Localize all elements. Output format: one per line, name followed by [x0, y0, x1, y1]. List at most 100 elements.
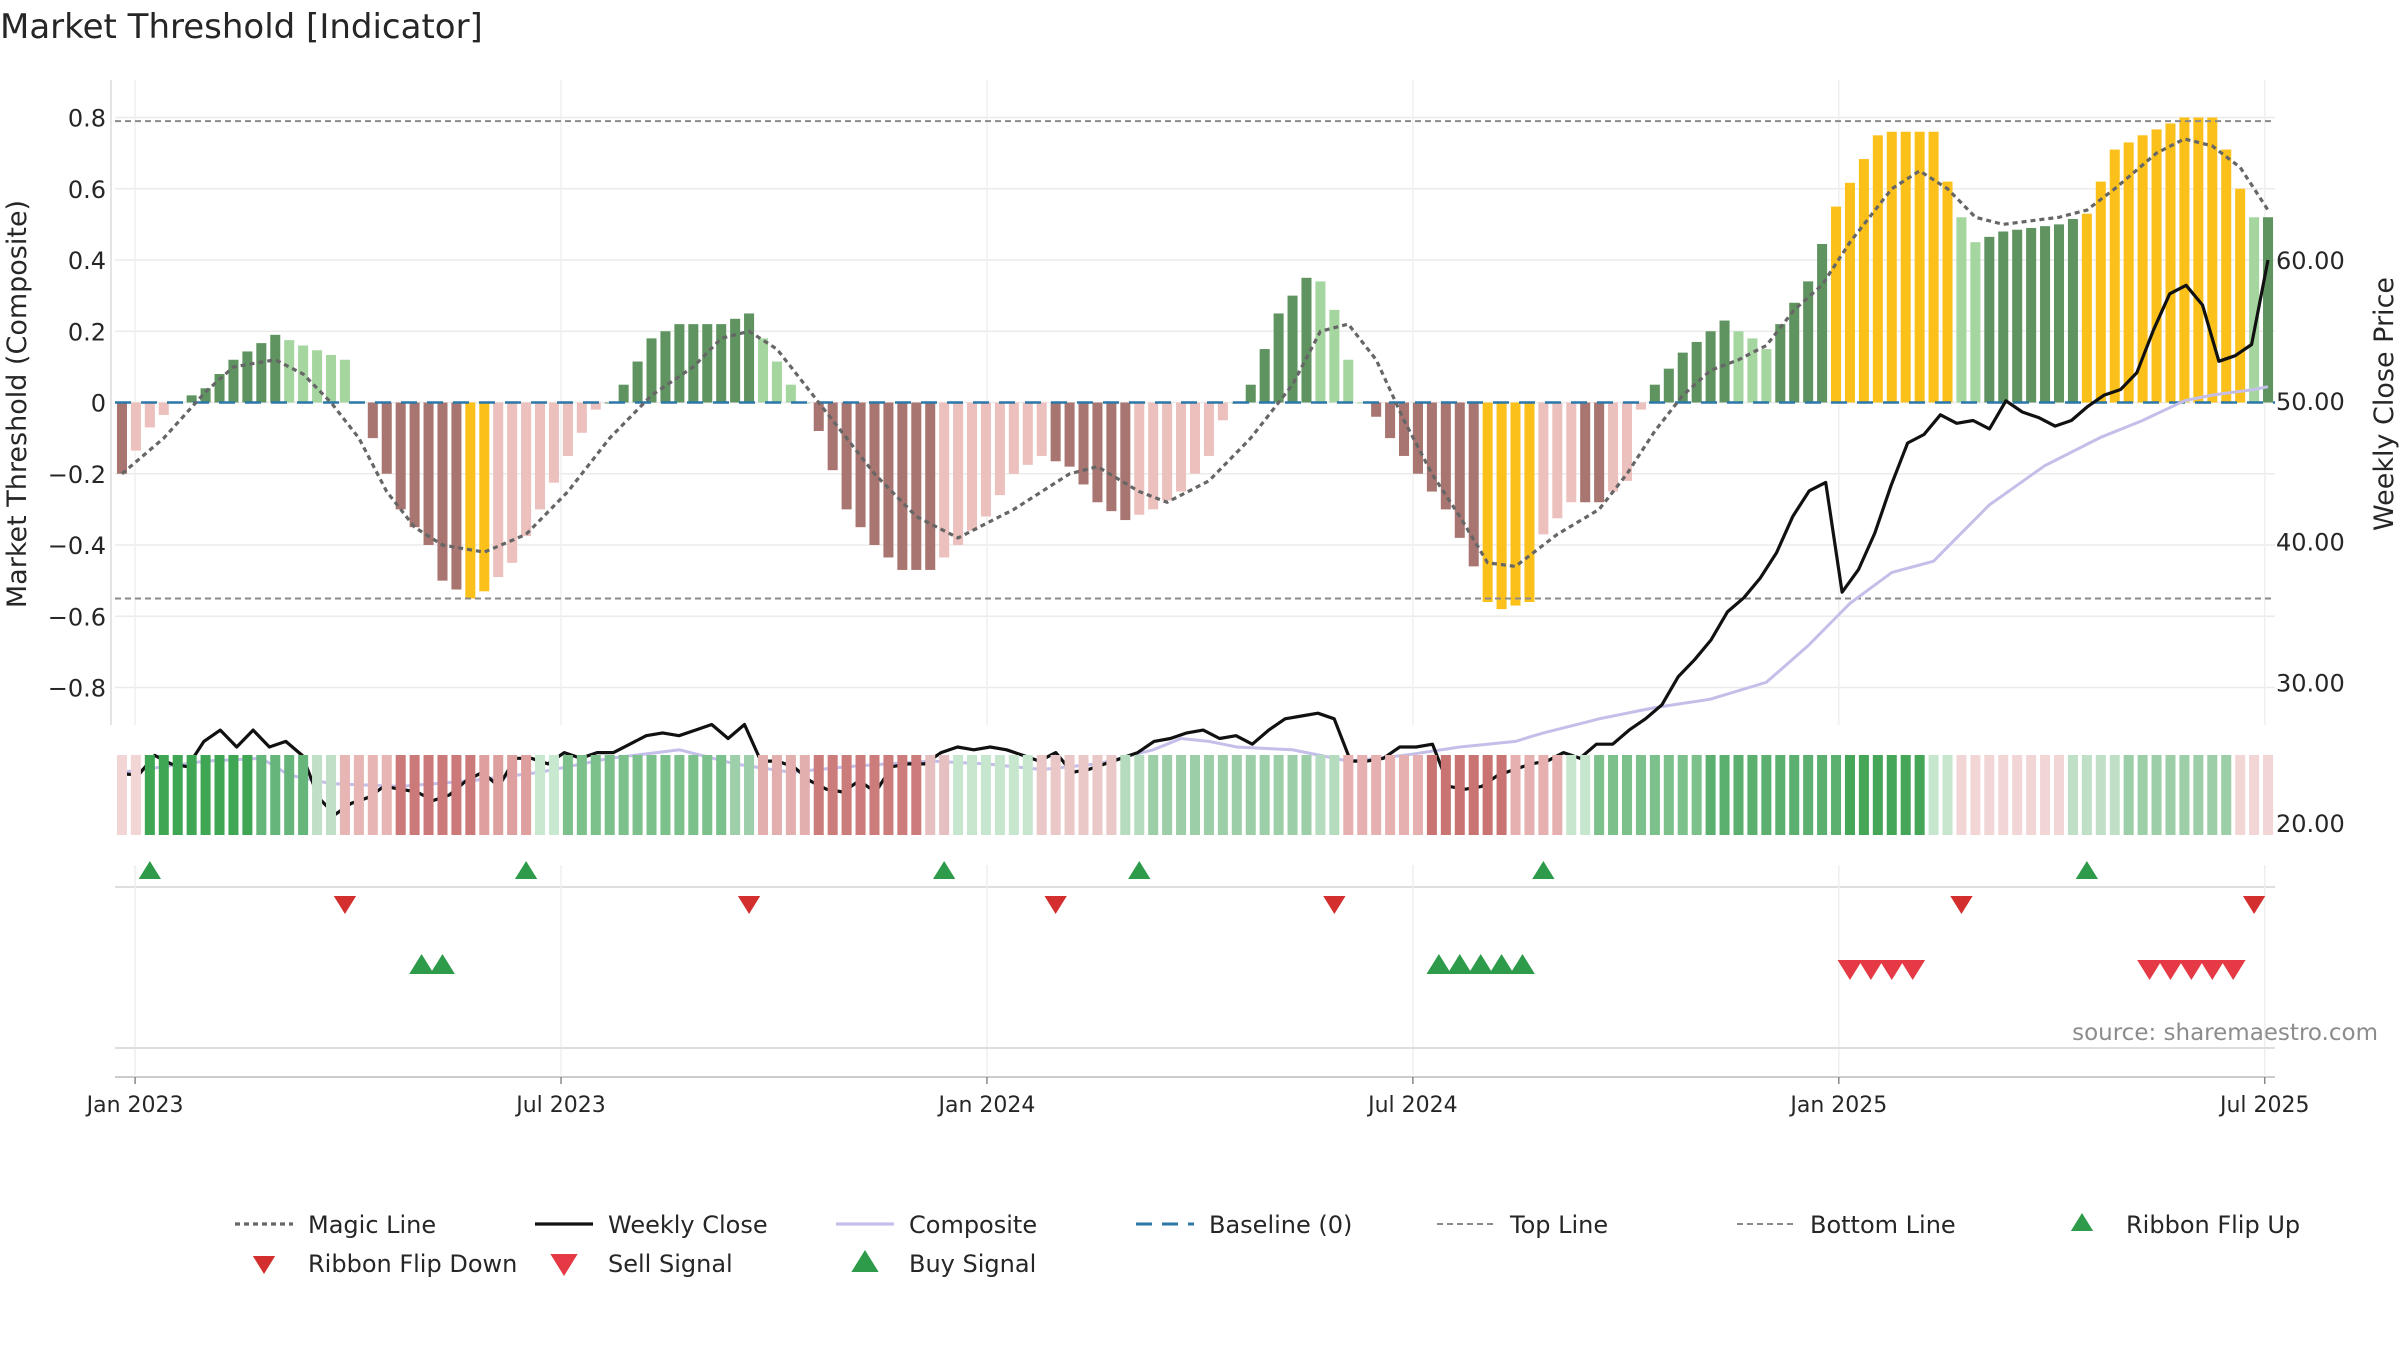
histogram-bar [1468, 402, 1479, 567]
ribbon-cell [1844, 755, 1855, 835]
histogram-bar [2207, 117, 2218, 403]
histogram-bar [2053, 224, 2065, 403]
x-tick-label: Jul 2025 [2218, 1093, 2310, 1118]
legend-item: Weekly Close [535, 1211, 768, 1239]
legend-label: Ribbon Flip Down [308, 1250, 517, 1278]
ribbon-cell [214, 755, 225, 835]
histogram-bar [1217, 402, 1228, 421]
ribbon-cell [660, 755, 671, 835]
histogram-bar [130, 402, 141, 451]
y-right-tick-label: 40.00 [2276, 529, 2345, 557]
histogram-bar [1900, 131, 1911, 403]
y-left-tick-label: 0.2 [68, 318, 106, 346]
ribbon-cell [1259, 755, 1270, 835]
histogram-bar [2221, 149, 2232, 403]
histogram-bar [1120, 402, 1131, 521]
histogram-bar [2151, 129, 2162, 403]
histogram-bar [841, 402, 852, 510]
chart-title: Market Threshold [Indicator] [0, 7, 483, 47]
legend-item: Top Line [1437, 1211, 1608, 1239]
ribbon-cell [674, 755, 685, 835]
ribbon-cell [1050, 755, 1061, 835]
ribbon-cell [1552, 755, 1563, 835]
histogram-bar [1440, 402, 1451, 510]
histogram-bar [1998, 231, 2009, 403]
sell-signal-marker [1879, 960, 1905, 980]
histogram-bar [1273, 313, 1284, 403]
ribbon-cell [2123, 755, 2134, 835]
ribbon-cell [1775, 755, 1786, 835]
histogram-bar [1858, 159, 1869, 403]
histogram-bar [1008, 402, 1019, 474]
histogram-bar [1524, 402, 1535, 602]
ribbon-cell [312, 755, 323, 835]
ribbon-cell [1440, 755, 1451, 835]
ribbon-cell [2249, 755, 2260, 835]
ribbon-flip-down-marker [1950, 896, 1973, 914]
ribbon-cell [1078, 755, 1089, 835]
ribbon-cell [1621, 755, 1633, 835]
ribbon-cell [799, 755, 810, 835]
buy-signal-marker [1510, 954, 1535, 974]
histogram-bar [562, 402, 573, 456]
ribbon-cell [1482, 755, 1493, 835]
ribbon-cell [827, 755, 838, 835]
ribbon-flip-panel [115, 861, 2275, 1075]
histogram-bar [381, 402, 392, 474]
histogram-bar [1733, 331, 1744, 403]
ribbon-cell [1371, 755, 1382, 835]
legend-item: Bottom Line [1737, 1211, 1956, 1239]
ribbon-cell [1608, 755, 1619, 835]
histogram-bar [1566, 402, 1577, 503]
histogram-bar [2109, 149, 2120, 403]
histogram-bar [2081, 213, 2092, 403]
ribbon-cell [1022, 755, 1033, 835]
histogram-bar [1482, 402, 1493, 602]
histogram-bar [646, 338, 657, 403]
buy-signal-marker [1468, 954, 1494, 974]
legend-item: Sell Signal [550, 1250, 733, 1278]
ribbon-cell [395, 755, 406, 835]
sell-signal-marker [1837, 960, 1863, 980]
histogram-bar [1956, 217, 1967, 403]
histogram-bar [1496, 402, 1507, 610]
ribbon-cell [451, 755, 462, 835]
histogram-bar [688, 324, 699, 403]
buy-signal-marker [430, 954, 455, 974]
sell-signal-marker [1900, 960, 1926, 980]
legend-label: Magic Line [308, 1211, 436, 1239]
histogram-bar [1761, 349, 1772, 403]
ribbon-cell [2012, 755, 2023, 835]
histogram-bar [1594, 402, 1605, 503]
histogram-bar [1189, 402, 1201, 474]
ribbon-cell [771, 755, 782, 835]
ribbon-cell [702, 755, 713, 835]
ribbon-cell [479, 755, 490, 835]
histogram-bar [507, 402, 518, 563]
legend-swatch [550, 1254, 578, 1276]
ribbon-flip-down-marker [2242, 896, 2266, 914]
histogram-bar [1412, 402, 1423, 474]
histogram-bar [2193, 117, 2204, 403]
histogram-bar [1817, 243, 1828, 403]
ribbon-cell [1217, 755, 1228, 835]
ribbon-cell [186, 755, 197, 835]
ribbon-cell [1747, 755, 1758, 835]
histogram-bar [2249, 217, 2260, 403]
ribbon-cell [2235, 755, 2246, 835]
ribbon-cell [256, 755, 267, 835]
ribbon-cell [172, 755, 183, 835]
ribbon-cell [1733, 755, 1744, 835]
ribbon-cell [1705, 755, 1716, 835]
ribbon-cell [1385, 755, 1396, 835]
ribbon-cell [130, 755, 141, 835]
ribbon-cell [409, 755, 420, 835]
histogram-bar [1649, 384, 1660, 403]
histogram-bar [1747, 338, 1758, 403]
ribbon-cell [1162, 755, 1173, 835]
ribbon-cell [576, 755, 587, 835]
ribbon-cell [1273, 755, 1284, 835]
histogram-bar [1942, 181, 1953, 403]
histogram-bar [270, 334, 281, 403]
ribbon-cell [1719, 755, 1730, 835]
